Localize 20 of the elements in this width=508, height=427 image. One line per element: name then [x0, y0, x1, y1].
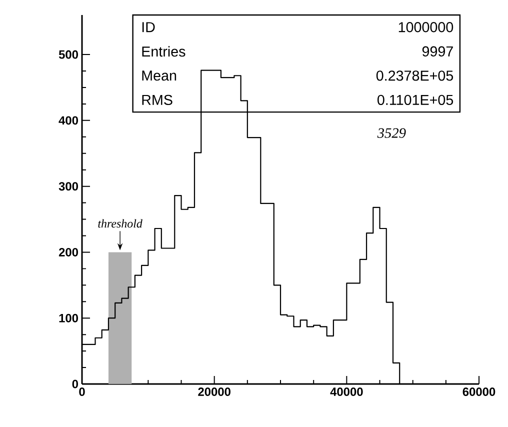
annotation: 0.1101E+05: [377, 94, 454, 105]
annotation: 9997: [422, 46, 453, 56]
y-tick-label: 100: [59, 314, 78, 322]
x-tick-label: 20000: [198, 388, 230, 396]
x-tick-label: 40000: [330, 388, 363, 396]
x-tick-label: 60000: [462, 388, 496, 396]
annotation: RMS: [142, 94, 172, 105]
annotation: 3529: [377, 128, 406, 138]
annotation: ID: [142, 22, 155, 32]
y-tick-label: 0: [72, 380, 78, 388]
band-label: threshold: [98, 219, 142, 228]
y-tick-label: 200: [58, 248, 78, 256]
y-tick-label: 300: [58, 182, 78, 191]
y-tick-label: 500: [58, 50, 78, 59]
annotation: Entries: [142, 46, 186, 57]
y-tick-label: 400: [58, 116, 78, 125]
annotation: Mean: [142, 70, 176, 81]
x-tick-label: 0: [79, 388, 85, 396]
annotation: 0.2378E+05: [376, 70, 454, 81]
annotation: 1000000: [398, 22, 454, 32]
